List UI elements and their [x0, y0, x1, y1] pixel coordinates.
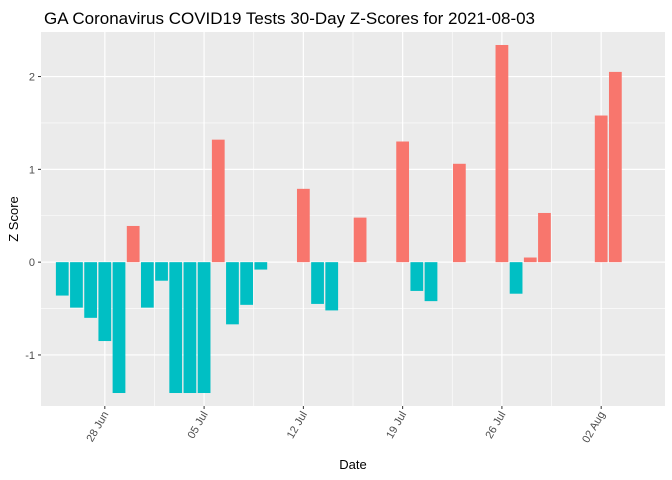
x-tick-label: 12 Jul	[285, 410, 310, 441]
bar-2021-06-25	[55, 262, 69, 296]
bar-2021-07-23	[452, 163, 466, 263]
y-tick-label: -1	[25, 350, 35, 362]
bar-2021-07-07	[226, 262, 239, 325]
y-axis: -1 0 1 2	[25, 72, 41, 362]
bar-2021-07-06	[211, 139, 225, 263]
bar-2021-07-02	[155, 262, 168, 281]
y-axis-title: Z Score	[6, 196, 21, 242]
y-tick-label: 2	[29, 72, 35, 84]
y-tick-label: 0	[29, 257, 35, 269]
x-tick-label: 19 Jul	[384, 410, 409, 441]
bar-2021-07-29	[538, 212, 551, 263]
x-tick-label: 02 Aug	[580, 410, 608, 446]
x-axis: 28 Jun 05 Jul 12 Jul 19 Jul 26 Jul 02 Aug	[85, 406, 608, 445]
bar-2021-07-27	[509, 262, 523, 294]
y-tick-label: 1	[29, 164, 35, 176]
bar-2021-06-26	[70, 262, 83, 308]
bar-2021-06-29	[112, 262, 126, 394]
bars	[55, 44, 622, 394]
x-tick-label: 05 Jul	[186, 410, 211, 441]
bar-2021-07-26	[495, 44, 509, 263]
bar-2021-07-13	[311, 262, 324, 304]
bar-2021-08-02	[594, 115, 608, 263]
bar-2021-06-30	[126, 225, 140, 263]
x-tick-label: 28 Jun	[85, 410, 112, 445]
bar-2021-07-09	[254, 262, 268, 270]
bar-2021-07-03	[169, 262, 183, 394]
bar-2021-07-12	[296, 188, 310, 263]
bar-2021-07-04	[183, 262, 197, 394]
bar-2021-07-16	[353, 217, 367, 263]
bar-2021-06-28	[98, 262, 112, 342]
bar-2021-07-14	[325, 262, 339, 311]
bar-2021-07-21	[424, 262, 438, 302]
bar-2021-06-27	[84, 262, 98, 318]
bar-2021-07-01	[140, 262, 154, 308]
bar-2021-07-19	[396, 141, 410, 263]
bar-2021-07-05	[197, 262, 211, 394]
chart-title: GA Coronavirus COVID19 Tests 30-Day Z-Sc…	[44, 9, 535, 28]
x-axis-title: Date	[339, 457, 366, 472]
bar-2021-07-08	[240, 262, 254, 305]
bar-2021-07-28	[523, 257, 537, 263]
grid-minor	[41, 32, 665, 406]
bar-2021-07-20	[410, 262, 424, 291]
bar-2021-08-03	[608, 71, 622, 263]
x-tick-label: 26 Jul	[483, 410, 508, 441]
